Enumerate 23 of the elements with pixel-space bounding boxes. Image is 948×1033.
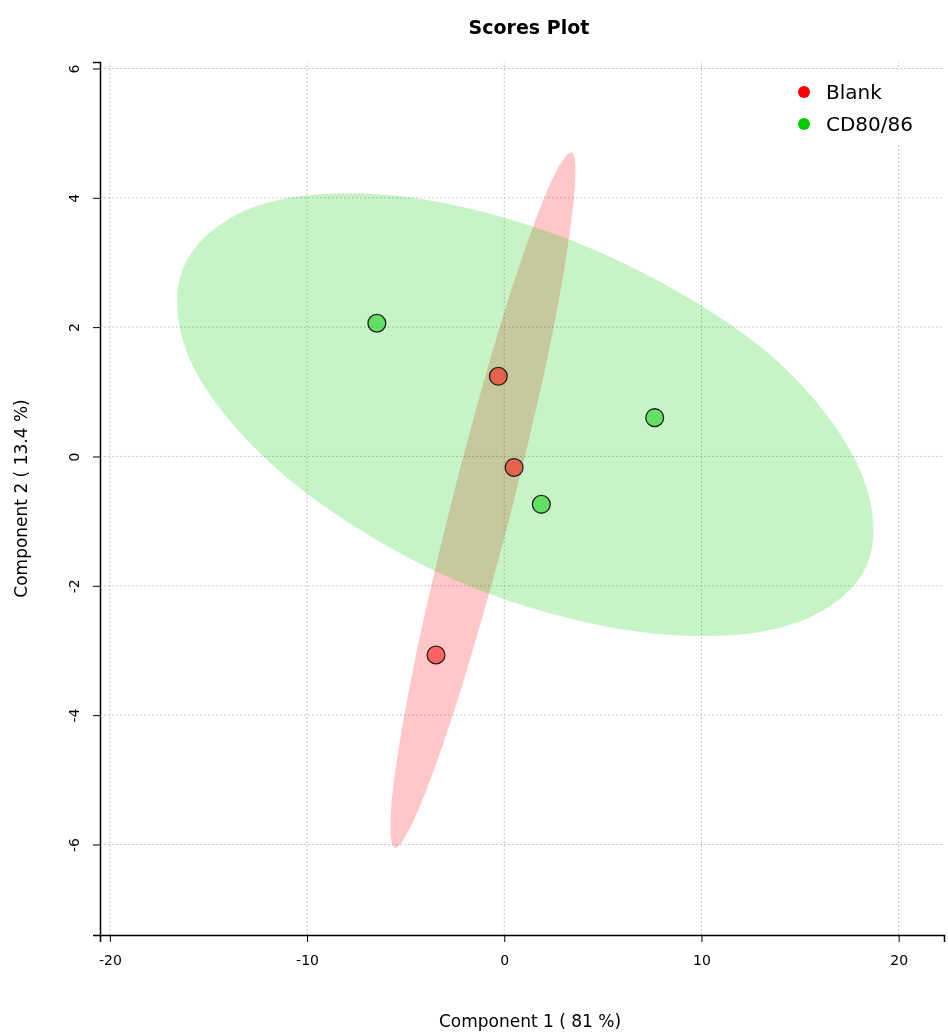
y-tick-label: 6 <box>65 64 82 74</box>
chart-title: Scores Plot <box>468 16 590 38</box>
y-axis-title: Component 2 ( 13.4 %) <box>11 399 31 598</box>
legend-label: CD80/86 <box>826 112 914 136</box>
y-tick-label: -6 <box>65 837 82 852</box>
x-tick-label: 10 <box>693 951 711 968</box>
point <box>367 313 387 333</box>
y-tick-label: -2 <box>65 579 82 594</box>
point <box>645 408 665 428</box>
legend-label: Blank <box>826 80 883 104</box>
x-tick-label: 20 <box>890 951 909 968</box>
x-tick-label: -20 <box>98 951 122 968</box>
point <box>426 645 446 665</box>
point <box>531 494 551 514</box>
x-axis-title: Component 1 ( 81 %) <box>438 1011 622 1031</box>
x-tick-label: 0 <box>500 951 510 968</box>
y-tick-label: 2 <box>65 323 82 333</box>
point <box>488 366 508 386</box>
y-tick-label: 0 <box>65 452 82 462</box>
x-tick-label: -10 <box>296 951 319 968</box>
y-tick-label: 4 <box>65 193 82 203</box>
point <box>504 457 524 478</box>
y-tick-label: -4 <box>65 708 82 723</box>
